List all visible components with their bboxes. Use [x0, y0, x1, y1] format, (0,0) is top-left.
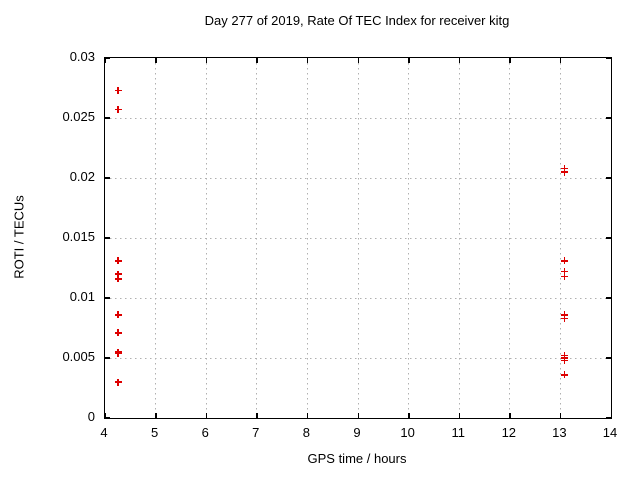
x-tick-mark [458, 58, 461, 63]
x-tick-label: 13 [552, 425, 567, 440]
data-point-marker [114, 257, 122, 265]
y-tick-label: 0.015 [62, 229, 95, 244]
x-tick-mark [610, 413, 612, 418]
x-tick-mark [559, 413, 562, 418]
chart-title: Day 277 of 2019, Rate Of TEC Index for r… [204, 13, 510, 28]
x-tick-label: 7 [252, 425, 260, 440]
x-tick-mark [155, 413, 157, 418]
data-point-marker [114, 311, 122, 319]
y-tick-label: 0.025 [62, 109, 95, 124]
x-tick-mark [205, 58, 208, 63]
data-point-marker [560, 164, 568, 172]
horizontal-gridline [105, 117, 611, 119]
y-tick-mark [606, 177, 611, 179]
y-tick-mark [105, 357, 110, 359]
y-tick-mark [606, 117, 611, 119]
x-tick-mark [306, 413, 309, 418]
data-point-marker [560, 168, 568, 176]
data-point-marker [114, 329, 122, 337]
data-point-marker [114, 106, 122, 114]
x-axis-title: GPS time / hours [307, 451, 407, 466]
data-point-marker [114, 86, 122, 94]
x-tick-label: 6 [201, 425, 209, 440]
x-tick-label: 4 [100, 425, 108, 440]
x-tick-mark [458, 413, 461, 418]
x-tick-mark [155, 58, 157, 63]
x-tick-label: 9 [353, 425, 361, 440]
x-tick-mark [357, 413, 359, 418]
data-point-marker [560, 257, 568, 265]
data-point-marker [560, 314, 568, 322]
data-point-marker [560, 268, 568, 276]
x-tick-label: 11 [451, 425, 465, 440]
x-tick-mark [256, 413, 258, 418]
x-tick-mark [306, 58, 309, 63]
x-tick-mark [408, 413, 410, 418]
x-tick-label: 5 [150, 425, 159, 440]
x-tick-label: 12 [501, 425, 517, 440]
data-point-marker [560, 371, 568, 379]
data-point-marker [114, 275, 122, 283]
horizontal-gridline [105, 237, 611, 239]
data-point-marker [560, 356, 568, 364]
x-tick-mark [559, 58, 562, 63]
horizontal-gridline [105, 297, 611, 299]
x-tick-mark [408, 58, 410, 63]
x-tick-mark [509, 413, 511, 418]
y-tick-label: 0.03 [69, 49, 95, 64]
y-tick-label: 0.01 [69, 289, 95, 304]
data-point-marker [560, 311, 568, 319]
data-point-marker [560, 272, 568, 280]
plot-area [104, 57, 612, 419]
y-tick-mark [606, 237, 611, 239]
x-tick-mark [205, 413, 208, 418]
y-tick-label: 0.02 [69, 169, 95, 184]
data-point-marker [114, 378, 122, 386]
y-tick-mark [105, 57, 110, 59]
y-tick-label: 0.005 [62, 349, 95, 364]
data-point-marker [114, 349, 122, 357]
y-tick-mark [606, 57, 611, 59]
y-tick-mark [606, 357, 611, 359]
x-tick-mark [509, 58, 511, 63]
y-tick-mark [105, 237, 110, 239]
data-point-marker [114, 270, 122, 278]
y-tick-mark [105, 177, 110, 179]
x-tick-mark [104, 413, 106, 418]
x-tick-mark [610, 58, 612, 63]
y-tick-mark [606, 297, 611, 299]
y-tick-mark [105, 297, 110, 299]
x-tick-mark [357, 58, 359, 63]
y-tick-mark [606, 417, 611, 419]
horizontal-gridline [105, 177, 611, 179]
x-tick-mark [104, 58, 106, 63]
x-tick-label: 14 [602, 425, 618, 440]
horizontal-gridline [105, 357, 611, 359]
y-tick-mark [105, 117, 110, 119]
x-tick-label: 10 [400, 425, 415, 440]
x-tick-mark [256, 58, 258, 63]
y-tick-mark [105, 417, 110, 419]
y-tick-label: 0 [87, 409, 95, 424]
x-tick-label: 8 [302, 425, 310, 440]
